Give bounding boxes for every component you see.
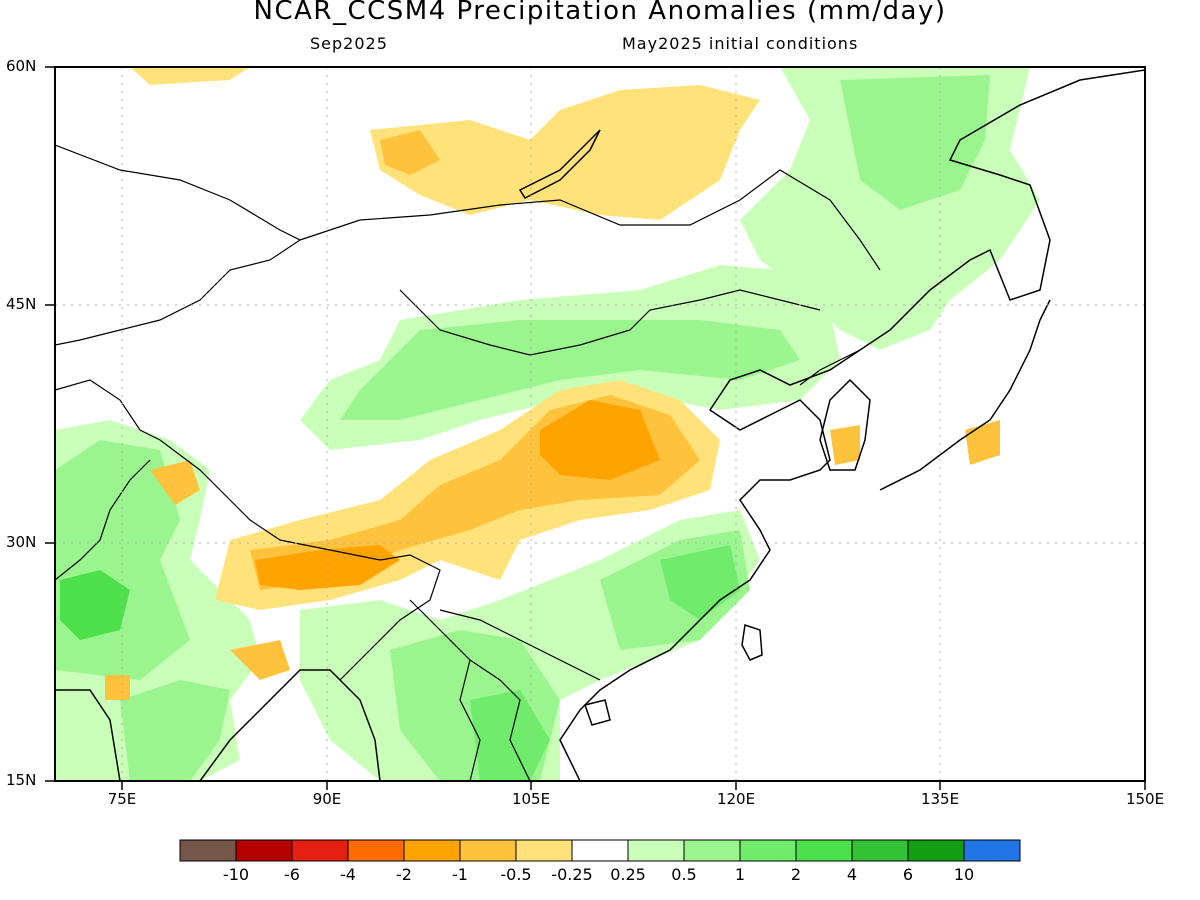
colorbar-swatch	[235, 839, 293, 862]
colorbar-label: 6	[902, 865, 914, 884]
border-central-asia	[55, 379, 161, 441]
colorbar-swatch	[515, 839, 573, 862]
border-himalaya	[159, 439, 441, 681]
colorbar-label: 10	[953, 865, 975, 884]
anomaly-fields	[55, 67, 1145, 781]
lon-label-150e: 150E	[1125, 790, 1165, 808]
dry-anomaly-west-himalaya	[150, 460, 200, 505]
border-pakistan-india	[55, 459, 151, 581]
lon-label-120e: 120E	[716, 790, 756, 808]
lat-label-15n: 15N	[6, 771, 37, 789]
colorbar-label: -6	[284, 865, 300, 884]
coastline-east-asia	[559, 69, 1145, 781]
colorbar-swatch	[963, 839, 1021, 862]
lon-label-75e: 75E	[107, 790, 137, 808]
wet-anomaly-south-china-core	[660, 545, 740, 620]
map-frame	[54, 66, 1146, 782]
wet-anomaly-mongolia-core	[340, 320, 800, 420]
colorbar-swatch	[291, 839, 349, 862]
dry-anomaly-siberia-core	[380, 130, 440, 175]
dry-anomaly-bengal	[230, 640, 290, 680]
axis-ticks	[45, 66, 1146, 790]
lon-label-90e: 90E	[312, 790, 342, 808]
colorbar-swatch	[683, 839, 741, 862]
colorbar	[179, 839, 1021, 862]
colorbar-label: -2	[396, 865, 412, 884]
colorbar-swatch	[459, 839, 517, 862]
colorbar-label: 2	[790, 865, 802, 884]
colorbar-swatch	[627, 839, 685, 862]
coastline-taiwan	[741, 624, 763, 661]
colorbar-swatch	[403, 839, 461, 862]
lat-label-30n: 30N	[6, 533, 37, 551]
country-borders	[55, 144, 881, 781]
border-kazakhstan	[55, 144, 302, 346]
gridlines	[55, 67, 1145, 781]
map-title: NCAR_CCSM4 Precipitation Anomalies (mm/d…	[253, 0, 947, 26]
colorbar-label: -10	[222, 865, 250, 884]
colorbar-swatch	[179, 839, 237, 862]
lat-label-60n: 60N	[6, 57, 37, 75]
colorbar-label: -4	[340, 865, 356, 884]
colorbar-swatch	[739, 839, 797, 862]
coastline-japan	[879, 299, 1051, 491]
colorbar-swatch	[795, 839, 853, 862]
initial-conditions: May2025 initial conditions	[622, 34, 859, 53]
wet-anomaly-south-india	[120, 680, 230, 781]
colorbar-swatch	[851, 839, 909, 862]
dry-anomaly-tibet-core	[540, 400, 660, 480]
lon-label-105e: 105E	[511, 790, 551, 808]
colorbar-label: -0.25	[551, 865, 593, 884]
coastline-korea	[819, 378, 871, 471]
border-china-korea	[799, 349, 861, 386]
coastline-arabian	[55, 689, 121, 781]
colorbar-swatch	[347, 839, 405, 862]
colorbar-label: 1	[734, 865, 746, 884]
forecast-month: Sep2025	[310, 34, 388, 53]
lon-label-135e: 135E	[920, 790, 960, 808]
border-mongolia-south	[399, 289, 821, 356]
wet-anomaly-india-peak	[60, 570, 130, 640]
lat-label-45n: 45N	[6, 295, 37, 313]
colorbar-label: 4	[846, 865, 858, 884]
colorbar-swatch	[571, 839, 629, 862]
dry-anomaly-korea	[830, 425, 860, 465]
dry-anomaly-siberia	[370, 85, 760, 220]
border-indochina	[459, 659, 481, 781]
colorbar-swatch	[907, 839, 965, 862]
dry-anomaly-peninsula	[105, 675, 130, 700]
colorbar-label: -0.5	[500, 865, 532, 884]
border-myanmar	[409, 599, 531, 781]
dry-anomaly-north-edge	[130, 67, 250, 85]
coastline-india-bay	[199, 669, 381, 781]
wet-anomaly-mekong	[470, 690, 550, 781]
coastline-hainan	[584, 699, 611, 726]
wet-anomaly-northeast-core	[840, 75, 990, 210]
colorbar-label: 0.25	[610, 865, 646, 884]
border-china-vietnam	[439, 609, 601, 681]
coastlines	[55, 69, 1145, 781]
colorbar-label: 0.5	[671, 865, 697, 884]
border-mongolia-north	[299, 169, 881, 271]
colorbar-label: -1	[452, 865, 468, 884]
